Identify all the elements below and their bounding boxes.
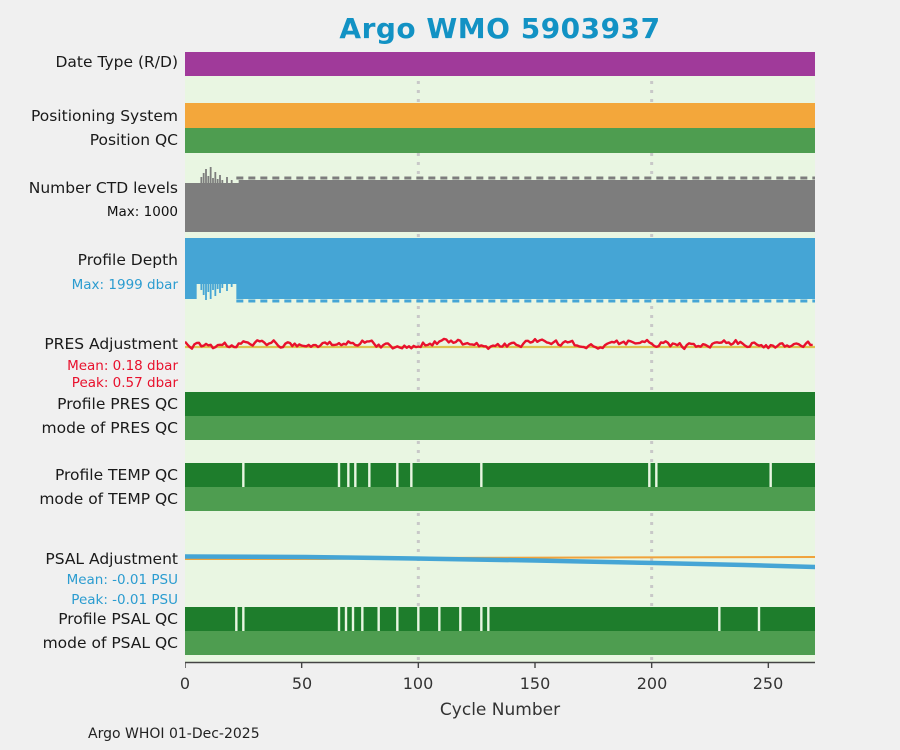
row-label-profile-temp-qc: Profile TEMP QC xyxy=(54,466,178,484)
row-label-ctd-levels: Number CTD levels xyxy=(28,179,178,197)
row-sublabel-pres-mean: Mean: 0.18 dbar xyxy=(67,358,178,374)
row-label-profile-psal-qc: Profile PSAL QC xyxy=(58,610,178,628)
plot-area xyxy=(185,52,815,668)
row-label-profile-pres-qc: Profile PRES QC xyxy=(57,395,178,413)
x-tick-label-0: 0 xyxy=(179,674,191,693)
row-sublabel-psal-mean: Mean: -0.01 PSU xyxy=(66,572,178,588)
x-axis-label: Cycle Number xyxy=(439,700,561,720)
chart-title: Argo WMO 5903937 xyxy=(339,12,661,45)
row-label-position-qc: Position QC xyxy=(89,131,178,149)
footer-caption: Argo WHOI 01-Dec-2025 xyxy=(88,726,260,742)
row-label-mode-pres-qc: mode of PRES QC xyxy=(41,419,178,437)
row-label-mode-temp-qc: mode of TEMP QC xyxy=(39,490,178,508)
row-label-date-type: Date Type (R/D) xyxy=(55,53,178,71)
x-tick-label-4: 200 xyxy=(636,674,668,693)
row-label-positioning-system: Positioning System xyxy=(30,107,178,125)
row-label-psal-adjustment: PSAL Adjustment xyxy=(45,550,178,568)
row-sublabel-depth-max: Max: 1999 dbar xyxy=(71,277,178,293)
x-tick-label-2: 100 xyxy=(402,674,434,693)
row-label-mode-psal-qc: mode of PSAL QC xyxy=(42,634,178,652)
x-tick-label-1: 50 xyxy=(291,674,313,693)
row-label-pres-adjustment: PRES Adjustment xyxy=(44,335,178,353)
x-tick-label-3: 150 xyxy=(519,674,551,693)
row-label-profile-depth: Profile Depth xyxy=(77,251,178,269)
row-sublabel-psal-peak: Peak: -0.01 PSU xyxy=(71,592,178,608)
row-sublabel-ctd-max: Max: 1000 xyxy=(106,204,178,220)
x-tick-label-5: 250 xyxy=(752,674,784,693)
row-sublabel-pres-peak: Peak: 0.57 dbar xyxy=(71,375,178,391)
